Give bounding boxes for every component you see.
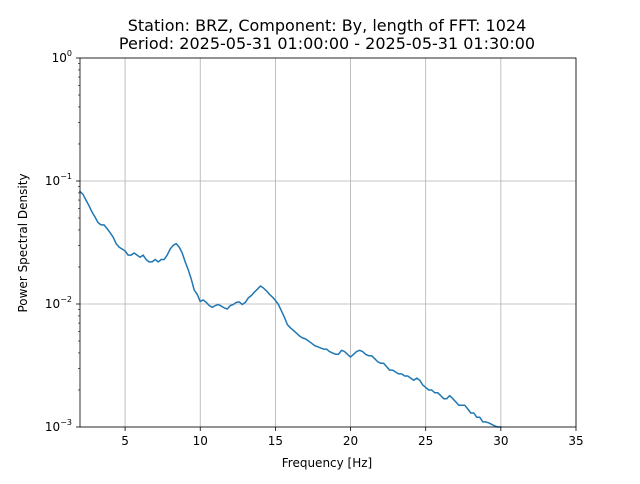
psd-series-line xyxy=(78,190,502,428)
y-tick-label-base: 10 xyxy=(45,174,60,188)
x-tick-label: 20 xyxy=(343,434,358,448)
axes-frame xyxy=(79,57,577,428)
y-tick-label: 100 xyxy=(52,49,72,65)
x-axis-label: Frequency [Hz] xyxy=(282,456,373,470)
chart-title-line-1: Station: BRZ, Component: By, length of F… xyxy=(128,16,527,35)
x-axis-ticks: 5 10 15 20 25 30 35 xyxy=(121,427,584,448)
plot-area xyxy=(78,190,502,428)
y-tick-label-exponent: −2 xyxy=(60,295,72,304)
y-tick-label-exponent: −1 xyxy=(60,172,72,181)
y-tick-label-exponent: 0 xyxy=(67,49,72,58)
y-tick-label-base: 10 xyxy=(45,297,60,311)
x-tick-label: 15 xyxy=(268,434,283,448)
y-tick-label: 10−2 xyxy=(45,295,72,311)
y-tick-label: 10−3 xyxy=(45,418,72,434)
axes-spine-frame xyxy=(79,57,577,428)
x-tick-label: 30 xyxy=(493,434,508,448)
chart-title-line-2: Period: 2025-05-31 01:00:00 - 2025-05-31… xyxy=(119,34,535,53)
y-tick-label-base: 10 xyxy=(45,420,60,434)
y-tick-label: 10−1 xyxy=(45,172,72,188)
y-tick-label-exponent: −3 xyxy=(60,418,72,427)
x-tick-label: 5 xyxy=(121,434,129,448)
y-tick-label-base: 10 xyxy=(52,51,67,65)
y-axis-label: Power Spectral Density xyxy=(16,173,30,312)
x-tick-label: 25 xyxy=(418,434,433,448)
x-tick-label: 10 xyxy=(193,434,208,448)
x-tick-label: 35 xyxy=(568,434,583,448)
